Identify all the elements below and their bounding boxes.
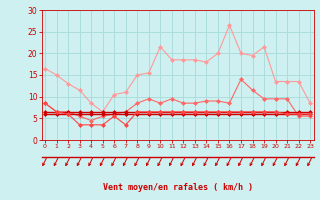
Text: Vent moyen/en rafales ( km/h ): Vent moyen/en rafales ( km/h )	[103, 183, 252, 192]
